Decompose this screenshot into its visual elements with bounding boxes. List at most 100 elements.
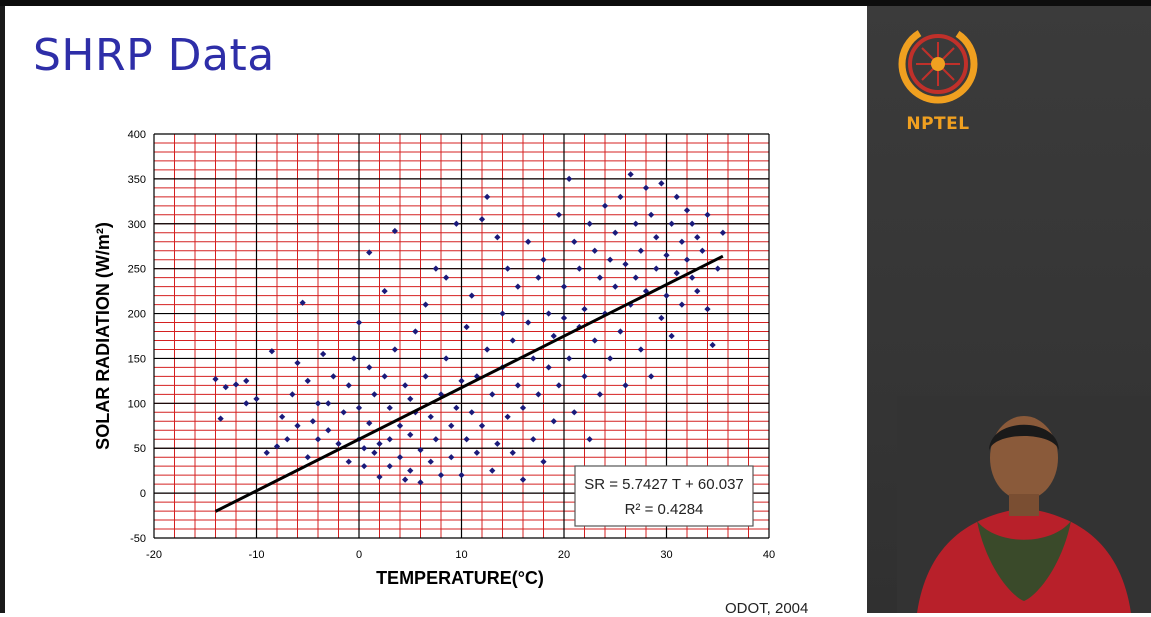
left-border bbox=[0, 6, 5, 613]
x-tick-label: -20 bbox=[146, 549, 162, 561]
data-point bbox=[689, 274, 696, 281]
data-point bbox=[407, 431, 414, 438]
data-point bbox=[376, 473, 383, 481]
data-point bbox=[350, 355, 357, 362]
logo-text: NPTEL bbox=[906, 114, 970, 134]
presenter-video bbox=[897, 396, 1151, 613]
data-point bbox=[673, 270, 680, 277]
x-tick-label: 10 bbox=[455, 549, 467, 561]
data-point bbox=[632, 274, 639, 281]
trend-line bbox=[214, 254, 724, 513]
data-point bbox=[658, 314, 665, 322]
source-citation: ODOT, 2004 bbox=[725, 600, 809, 617]
data-point bbox=[273, 443, 281, 450]
y-tick-label: 0 bbox=[140, 488, 146, 500]
data-point bbox=[596, 274, 603, 281]
data-point bbox=[355, 319, 363, 326]
data-point bbox=[489, 391, 496, 398]
data-point bbox=[622, 261, 629, 268]
data-point bbox=[478, 422, 486, 429]
y-tick-labels: -50 0 50 100 150 200 250 300 350 400 bbox=[128, 129, 146, 545]
data-point bbox=[376, 440, 383, 447]
data-point bbox=[545, 310, 552, 317]
data-point bbox=[299, 299, 306, 306]
y-tick-label: 300 bbox=[128, 219, 146, 231]
data-point bbox=[653, 265, 660, 272]
side-panel: NPTEL bbox=[867, 6, 1151, 613]
data-point bbox=[468, 409, 475, 416]
data-point bbox=[463, 436, 470, 443]
data-point bbox=[304, 377, 311, 385]
data-point bbox=[325, 400, 332, 407]
data-point bbox=[448, 454, 455, 461]
data-point bbox=[504, 413, 511, 420]
y-axis-label: SOLAR RADIATION (W/m²) bbox=[93, 222, 113, 450]
data-point bbox=[371, 391, 378, 398]
data-point bbox=[571, 409, 578, 416]
data-point bbox=[284, 436, 291, 443]
y-tick-label: 350 bbox=[128, 174, 146, 186]
x-axis-label: TEMPERATURE(°C) bbox=[376, 568, 544, 588]
data-point bbox=[525, 319, 532, 326]
data-point bbox=[402, 476, 409, 483]
data-point bbox=[714, 265, 721, 272]
data-point bbox=[550, 418, 557, 425]
logo-emblem-icon bbox=[898, 24, 978, 104]
data-point bbox=[345, 382, 352, 389]
data-point bbox=[478, 216, 486, 223]
data-point bbox=[340, 409, 347, 416]
top-border bbox=[0, 0, 1151, 6]
data-point bbox=[535, 274, 542, 281]
x-tick-label: 40 bbox=[763, 549, 775, 561]
data-point bbox=[330, 373, 337, 380]
data-point bbox=[391, 346, 398, 353]
data-point bbox=[391, 227, 398, 235]
data-point bbox=[504, 265, 511, 272]
data-point bbox=[371, 449, 378, 456]
data-point bbox=[427, 413, 434, 420]
data-point bbox=[345, 458, 352, 465]
data-point bbox=[432, 265, 439, 272]
data-point bbox=[417, 479, 424, 486]
data-point bbox=[294, 422, 301, 429]
data-point bbox=[494, 440, 501, 447]
x-tick-label: 20 bbox=[558, 549, 570, 561]
data-point bbox=[437, 472, 445, 479]
x-tick-label: 0 bbox=[356, 549, 362, 561]
data-point bbox=[443, 274, 450, 281]
y-tick-label: 200 bbox=[128, 309, 146, 321]
data-point bbox=[396, 422, 404, 429]
y-tick-label: -50 bbox=[130, 533, 146, 545]
data-point bbox=[325, 427, 332, 434]
regression-equation: SR = 5.7427 T + 60.037 bbox=[584, 476, 744, 493]
data-point bbox=[484, 193, 491, 200]
data-point bbox=[263, 449, 270, 456]
data-point bbox=[279, 413, 286, 420]
y-tick-label: 250 bbox=[128, 264, 146, 276]
data-point bbox=[386, 463, 393, 470]
data-point bbox=[443, 355, 450, 362]
slide-title: SHRP Data bbox=[33, 30, 275, 81]
data-point bbox=[458, 377, 465, 385]
equation-box: SR = 5.7427 T + 60.037 R² = 0.4284 bbox=[574, 465, 754, 527]
x-tick-label: 30 bbox=[660, 549, 672, 561]
data-point bbox=[407, 467, 414, 474]
scatter-chart: -20 -10 0 10 20 30 40 -50 0 50 100 150 200 250 300 350… bbox=[93, 129, 775, 588]
data-point bbox=[361, 445, 368, 452]
nptel-logo: NPTEL bbox=[895, 20, 981, 134]
data-point bbox=[402, 382, 409, 389]
data-point bbox=[473, 449, 480, 456]
data-point bbox=[417, 446, 424, 454]
y-tick-label: 100 bbox=[128, 398, 146, 410]
data-point bbox=[268, 348, 275, 355]
data-point bbox=[381, 373, 388, 380]
data-point bbox=[381, 287, 388, 295]
data-point bbox=[386, 436, 393, 443]
r-squared: R² = 0.4284 bbox=[625, 501, 704, 518]
data-point bbox=[366, 419, 373, 427]
data-point bbox=[458, 472, 465, 479]
y-tick-label: 150 bbox=[128, 353, 146, 365]
data-point bbox=[407, 395, 414, 402]
data-point bbox=[314, 400, 322, 407]
grid-major bbox=[153, 133, 770, 539]
